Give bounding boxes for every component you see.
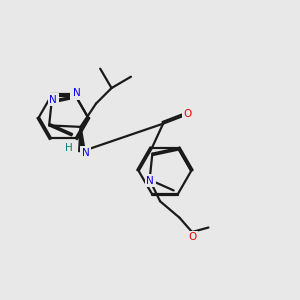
Text: N: N xyxy=(49,94,57,104)
Polygon shape xyxy=(79,127,85,152)
Text: H: H xyxy=(65,143,72,153)
Text: O: O xyxy=(188,232,196,242)
Text: N: N xyxy=(82,148,89,158)
Text: N: N xyxy=(73,88,81,98)
Text: N: N xyxy=(146,176,154,186)
Text: N: N xyxy=(72,88,80,99)
Text: O: O xyxy=(184,109,192,119)
